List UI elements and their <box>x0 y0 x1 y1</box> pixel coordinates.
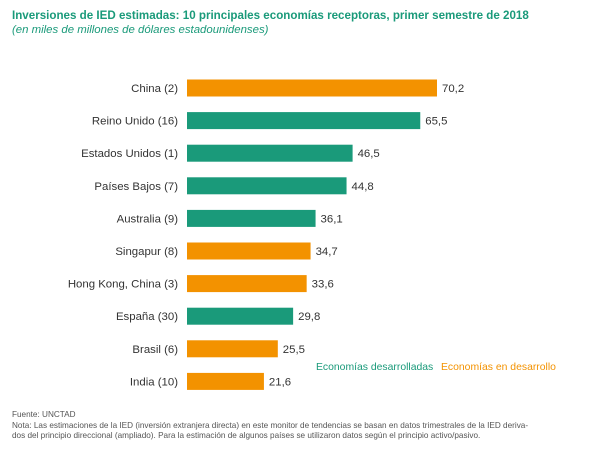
category-label: China (2) <box>131 83 178 95</box>
bar <box>187 144 353 162</box>
category-label: Estados Unidos (1) <box>81 148 178 160</box>
value-label: 25,5 <box>283 344 305 356</box>
value-label: 36,1 <box>321 213 343 225</box>
category-label: Australia (9) <box>117 213 179 225</box>
bar <box>187 275 307 293</box>
category-label: Reino Unido (16) <box>92 116 178 128</box>
value-label: 70,2 <box>442 83 464 95</box>
chart-subtitle: (en miles de millones de dólares estadou… <box>12 24 269 36</box>
bar <box>187 112 421 130</box>
category-label: Singapur (8) <box>115 246 178 258</box>
category-label: España (30) <box>116 311 178 323</box>
bar <box>187 79 437 97</box>
value-label: 44,8 <box>352 181 374 193</box>
bar <box>187 209 316 227</box>
value-label: 33,6 <box>312 279 334 291</box>
legend-item-en_desarrollo: Economías en desarrollo <box>441 362 556 373</box>
value-label: 65,5 <box>425 116 447 128</box>
footer: Fuente: UNCTAD Nota: Las estimaciones de… <box>12 410 582 442</box>
bar-chart: China (2) 70,2 Reino Unido (16) 65,5 Estados… <box>68 79 556 390</box>
legend-item-desarrolladas: Economías desarrolladas <box>316 362 433 373</box>
value-label: 34,7 <box>316 246 338 258</box>
value-label: 21,6 <box>269 376 291 388</box>
category-label: Hong Kong, China (3) <box>68 279 178 291</box>
category-label: India (10) <box>130 376 178 388</box>
legend: Economías desarrolladas Economías en desa… <box>316 362 556 373</box>
value-label: 29,8 <box>298 311 320 323</box>
source-text: Fuente: UNCTAD <box>12 410 76 419</box>
bar <box>187 177 347 195</box>
category-label: Países Bajos (7) <box>94 181 178 193</box>
bar <box>187 372 264 390</box>
value-label: 46,5 <box>358 148 380 160</box>
bar <box>187 307 294 325</box>
note-line-2: dos del principio direccional (ampliado)… <box>12 431 481 441</box>
chart-title: Inversiones de IED estimadas: 10 princip… <box>12 9 529 22</box>
bar <box>187 242 311 260</box>
bar <box>187 340 278 358</box>
bars-group: China (2) 70,2 Reino Unido (16) 65,5 Estados… <box>68 79 464 390</box>
note-line-1: Nota: Las estimaciones de la IED (invers… <box>12 420 529 430</box>
category-label: Brasil (6) <box>132 344 178 356</box>
